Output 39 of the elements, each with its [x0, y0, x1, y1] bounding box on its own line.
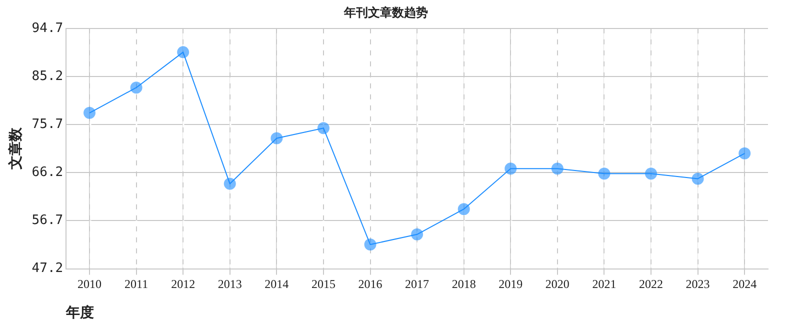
- chart-title: 年刊文章数趋势: [343, 5, 428, 20]
- x-tick-label: 2020: [545, 277, 570, 292]
- point: [504, 162, 517, 175]
- point: [177, 46, 190, 58]
- y-tick-label: 94.7: [32, 20, 64, 36]
- y-tick-label: 85.2: [32, 68, 64, 84]
- x-tick-label: 2010: [78, 277, 102, 292]
- x-tick-label: 2021: [592, 277, 616, 292]
- point: [270, 132, 283, 144]
- point: [224, 178, 236, 190]
- y-tick-label: 56.7: [32, 213, 64, 228]
- point: [738, 147, 751, 160]
- point: [458, 203, 470, 216]
- point: [364, 238, 376, 251]
- point: [411, 228, 424, 240]
- x-tick-label: 2013: [218, 277, 242, 292]
- point: [692, 172, 704, 185]
- point: [645, 168, 658, 180]
- point: [598, 168, 610, 180]
- x-axis-title: 年度: [65, 304, 94, 322]
- x-tick-label: 2012: [171, 277, 196, 292]
- y-tick-label: 66.2: [32, 165, 64, 180]
- x-tick-label: 2017: [405, 277, 430, 292]
- point: [130, 82, 142, 94]
- x-tick-label: 2023: [686, 277, 710, 292]
- point: [84, 106, 96, 119]
- x-tick-label: 2011: [124, 277, 148, 292]
- y-tick-label: 75.7: [32, 116, 64, 132]
- x-tick-label: 2024: [732, 277, 757, 292]
- x-tick-label: 2022: [639, 277, 664, 292]
- point: [317, 122, 330, 134]
- x-tick-label: 2018: [452, 277, 476, 292]
- y-tick-label: 47.2: [32, 261, 64, 276]
- point: [551, 162, 564, 175]
- x-tick-label: 2019: [498, 277, 523, 292]
- x-tick-label: 2014: [264, 277, 289, 292]
- x-tick-label: 2016: [358, 277, 382, 292]
- y-axis-title: 文章数: [7, 126, 24, 171]
- x-tick-label: 2015: [311, 277, 336, 292]
